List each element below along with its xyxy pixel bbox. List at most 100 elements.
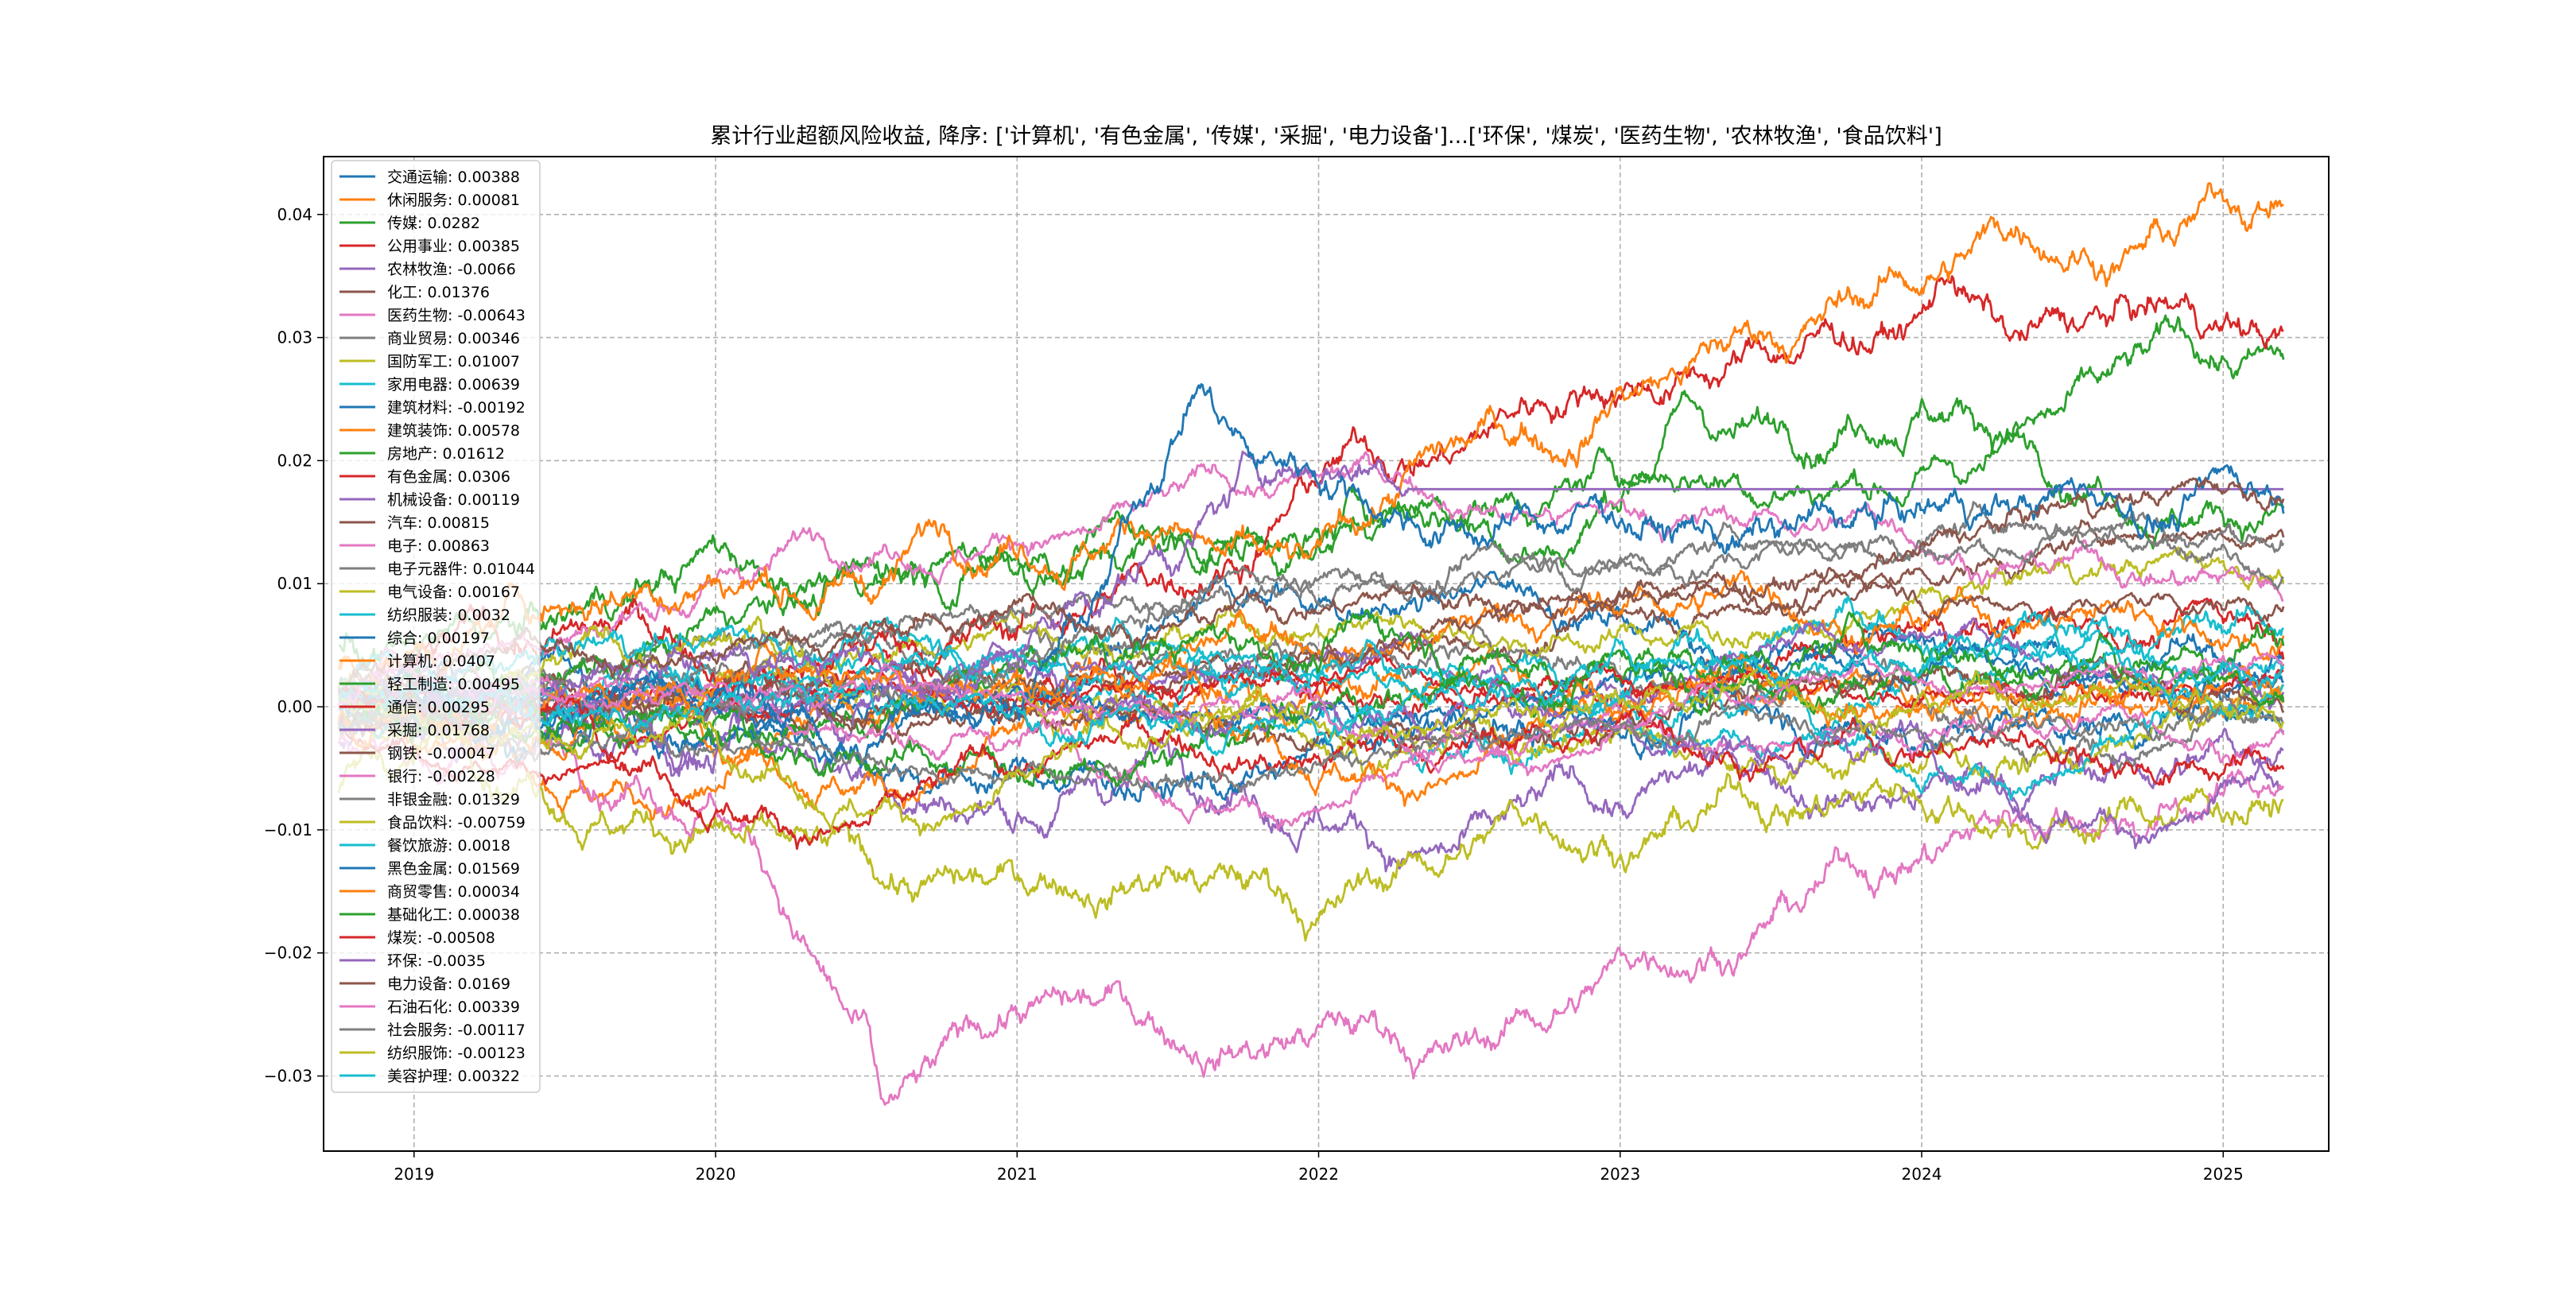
series-line-电子元器件 — [338, 510, 2284, 700]
legend-item: 汽车: 0.00815 — [339, 514, 490, 532]
series-line-社会服务 — [337, 694, 2284, 793]
legend-label: 医药生物: -0.00643 — [387, 307, 526, 324]
legend-label: 商贸零售: 0.00034 — [387, 883, 520, 901]
legend-label: 有色金属: 0.0306 — [387, 468, 510, 486]
y-tick-label: 0.00 — [277, 697, 312, 716]
series-line-轻工制造 — [338, 608, 2285, 753]
legend-item: 家用电器: 0.00639 — [339, 376, 520, 394]
legend-label: 电力设备: 0.0169 — [387, 975, 510, 993]
legend-label: 休闲服务: 0.00081 — [387, 192, 520, 209]
legend-item: 电子元器件: 0.01044 — [339, 560, 535, 578]
legend-label: 建筑装饰: 0.00578 — [387, 422, 520, 440]
legend-label: 交通运输: 0.00388 — [387, 169, 520, 186]
legend-label: 电子元器件: 0.01044 — [387, 560, 535, 578]
legend-item: 通信: 0.00295 — [339, 699, 490, 716]
y-tick-label: 0.01 — [277, 574, 312, 593]
series-line-电子 — [338, 451, 2284, 697]
legend-item: 环保: -0.0035 — [339, 952, 486, 970]
legend-item: 电子: 0.00863 — [339, 537, 490, 555]
legend-label: 煤炭: -0.00508 — [387, 929, 495, 947]
legend-label: 纺织服装: 0.0032 — [387, 607, 510, 624]
legend-label: 纺织服饰: -0.00123 — [387, 1045, 526, 1062]
y-tick-label: 0.03 — [277, 328, 312, 347]
legend-item: 食品饮料: -0.00759 — [339, 814, 526, 832]
legend-label: 采掘: 0.01768 — [387, 722, 490, 739]
legend-label: 电气设备: 0.00167 — [387, 583, 520, 601]
legend-label: 农林牧渔: -0.0066 — [387, 261, 516, 278]
x-tick-label: 2024 — [1902, 1165, 1942, 1184]
legend-label: 美容护理: 0.00322 — [387, 1068, 520, 1085]
legend-item: 建筑装饰: 0.00578 — [339, 422, 520, 440]
legend-item: 医药生物: -0.00643 — [339, 307, 526, 324]
series-line-计算机 — [337, 182, 2284, 688]
legend-label: 房地产: 0.01612 — [387, 445, 505, 463]
legend-label: 传媒: 0.0282 — [387, 215, 480, 232]
series-line-交通运输 — [337, 570, 2284, 730]
series-lines — [337, 182, 2285, 1106]
legend-item: 商业贸易: 0.00346 — [339, 330, 520, 347]
legend-item: 有色金属: 0.0306 — [339, 468, 510, 486]
legend-label: 黑色金属: 0.01569 — [387, 860, 520, 878]
series-line-黑色金属 — [338, 383, 2285, 770]
legend-label: 公用事业: 0.00385 — [387, 238, 520, 255]
y-tick-label: −0.01 — [264, 820, 312, 839]
legend-item: 交通运输: 0.00388 — [339, 169, 520, 186]
legend-item: 公用事业: 0.00385 — [339, 238, 520, 255]
legend-item: 房地产: 0.01612 — [339, 445, 505, 463]
legend-box — [331, 160, 541, 1093]
legend-label: 机械设备: 0.00119 — [387, 491, 520, 509]
series-line-食品饮料 — [337, 718, 2284, 942]
legend-item: 煤炭: -0.00508 — [339, 929, 495, 947]
x-tick-label: 2025 — [2203, 1165, 2244, 1184]
legend-item: 休闲服务: 0.00081 — [339, 192, 520, 209]
legend-label: 钢铁: -0.00047 — [387, 745, 495, 762]
x-tick-label: 2021 — [997, 1165, 1038, 1184]
legend-item: 传媒: 0.0282 — [339, 215, 480, 232]
legend-label: 计算机: 0.0407 — [387, 653, 495, 670]
legend-item: 黑色金属: 0.01569 — [339, 860, 520, 878]
legend-label: 通信: 0.00295 — [387, 699, 490, 716]
legend-label: 电子: 0.00863 — [387, 537, 490, 555]
axis-ticks: 2019 2020 2021 2022 2023 2024 2025 −0.03 −0.02 −0… — [264, 205, 2244, 1184]
legend-item: 轻工制造: 0.00495 — [339, 676, 520, 693]
chart-title: 累计行业超额风险收益, 降序: ['计算机', '有色金属', '传媒', '采… — [710, 124, 1942, 149]
legend-item: 餐饮旅游: 0.0018 — [339, 837, 510, 855]
series-line-煤炭 — [337, 684, 2285, 851]
legend-item: 非银金融: 0.01329 — [339, 791, 520, 808]
legend-item: 建筑材料: -0.00192 — [339, 399, 526, 417]
legend-label: 汽车: 0.00815 — [387, 514, 490, 532]
legend-label: 社会服务: -0.00117 — [387, 1022, 526, 1039]
plot-frame — [323, 156, 2330, 1152]
legend-item: 电力设备: 0.0169 — [339, 975, 510, 993]
legend-item: 银行: -0.00228 — [339, 768, 495, 785]
legend-label: 非银金融: 0.01329 — [387, 791, 520, 808]
legend-label: 石油石化: 0.00339 — [387, 998, 520, 1016]
legend-item: 机械设备: 0.00119 — [339, 491, 520, 509]
legend-label: 基础化工: 0.00038 — [387, 906, 520, 924]
legend-item: 国防军工: 0.01007 — [339, 353, 520, 370]
legend-label: 建筑材料: -0.00192 — [387, 399, 526, 417]
series-line-纺织服饰 — [337, 664, 2285, 837]
y-tick-label: −0.02 — [264, 944, 312, 963]
legend-label: 餐饮旅游: 0.0018 — [387, 837, 510, 855]
y-tick-label: 0.02 — [277, 451, 312, 470]
x-tick-label: 2019 — [394, 1165, 434, 1184]
legend-item: 商贸零售: 0.00034 — [339, 883, 520, 901]
legend-label: 商业贸易: 0.00346 — [387, 330, 520, 347]
x-tick-label: 2020 — [696, 1165, 736, 1184]
legend-item: 美容护理: 0.00322 — [339, 1068, 520, 1085]
legend-label: 银行: -0.00228 — [387, 768, 495, 785]
legend-item: 电气设备: 0.00167 — [339, 583, 520, 601]
series-line-传媒 — [338, 314, 2285, 669]
series-line-医药生物 — [337, 729, 2285, 1106]
x-tick-label: 2022 — [1298, 1165, 1339, 1184]
legend-label: 化工: 0.01376 — [387, 284, 490, 301]
legend-item: 纺织服装: 0.0032 — [339, 607, 510, 624]
x-tick-label: 2023 — [1600, 1165, 1640, 1184]
legend-item: 综合: 0.00197 — [339, 630, 490, 647]
legend: 交通运输: 0.00388 休闲服务: 0.00081 传媒: 0.0282 公用事业… — [331, 160, 541, 1093]
legend-item: 化工: 0.01376 — [339, 284, 490, 301]
y-tick-label: −0.03 — [264, 1067, 312, 1086]
legend-item: 纺织服饰: -0.00123 — [339, 1045, 526, 1062]
legend-item: 采掘: 0.01768 — [339, 722, 490, 739]
